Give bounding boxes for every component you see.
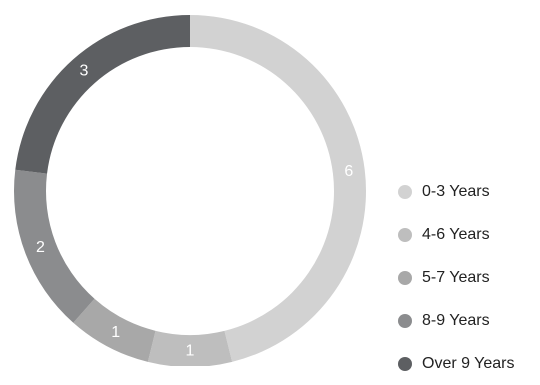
legend-label: 5-7 Years [422,268,490,286]
legend-swatch [398,313,412,328]
donut-slice-5-7-years [73,298,156,362]
slice-data-label: 3 [79,63,88,80]
donut-slice-0-3-years [190,15,367,362]
legend-item-5-7-years: 5-7 Years [398,256,515,299]
legend-swatch [398,184,412,199]
donut-slice-4-6-years [147,330,233,366]
legend-label: 0-3 Years [422,182,490,200]
legend-swatch [398,270,412,285]
legend-swatch [398,356,412,371]
legend-label: 4-6 Years [422,225,490,243]
slice-data-label: 2 [36,239,45,256]
slice-data-label: 6 [344,163,353,180]
slice-data-label: 1 [186,343,195,360]
donut-slice-8-9-years [14,169,95,323]
legend: 0-3 Years 4-6 Years 5-7 Years 8-9 Years … [398,170,515,385]
slice-data-label: 1 [111,324,120,341]
donut-chart: 6 1 1 2 3 [14,15,367,366]
legend-item-0-3-years: 0-3 Years [398,170,515,213]
legend-item-4-6-years: 4-6 Years [398,213,515,256]
legend-item-8-9-years: 8-9 Years [398,299,515,342]
legend-label: Over 9 Years [422,354,515,372]
legend-label: 8-9 Years [422,311,490,329]
legend-swatch [398,227,412,242]
legend-item-over-9-years: Over 9 Years [398,342,515,385]
donut-slice-over-9-years [15,15,191,174]
